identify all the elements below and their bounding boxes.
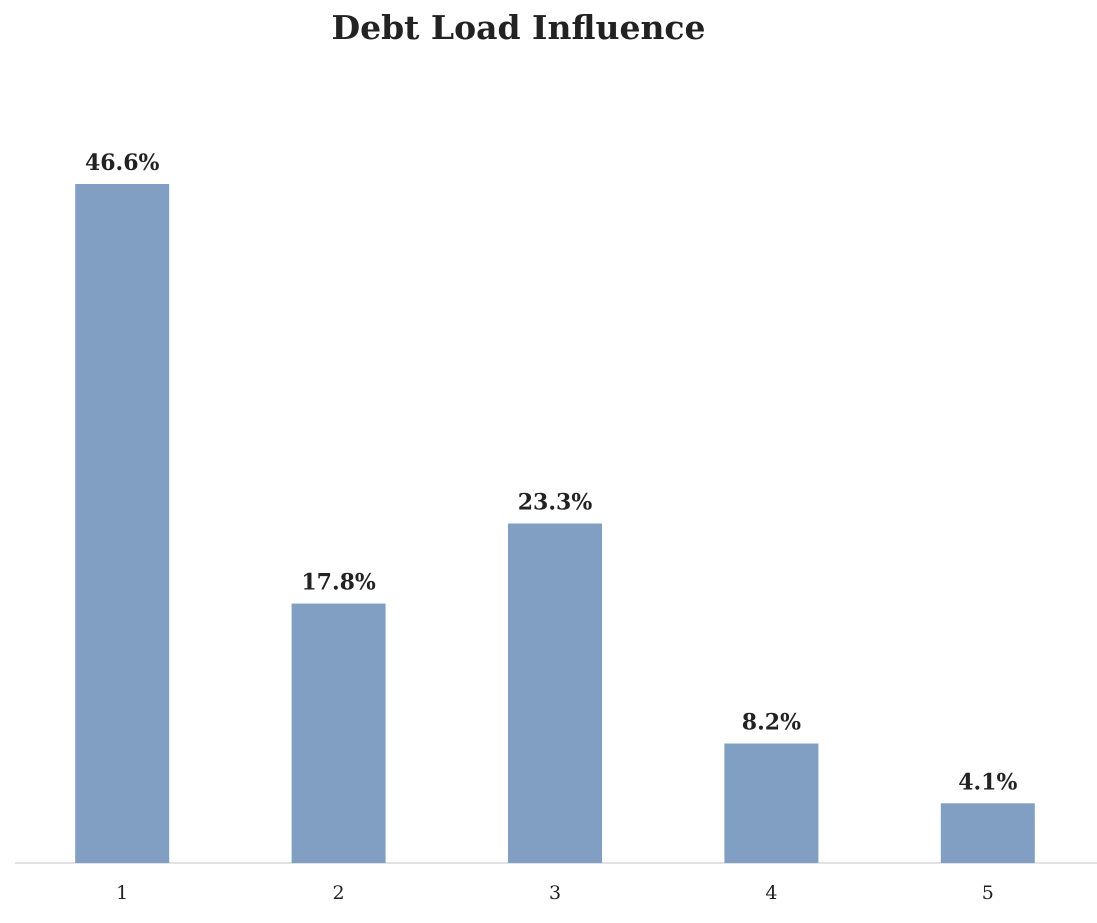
data-label-5: 4.1% xyxy=(958,769,1017,795)
data-label-3: 23.3% xyxy=(518,490,593,516)
x-tick-label-2: 2 xyxy=(333,882,345,904)
chart-title: Debt Load Influence xyxy=(331,8,706,47)
bars-group xyxy=(75,184,1035,863)
data-labels-group: 46.6% 17.8% 23.3% 8.2% 4.1% xyxy=(85,150,1018,795)
data-label-1: 46.6% xyxy=(85,150,160,176)
x-tick-label-4: 4 xyxy=(765,882,777,904)
data-label-4: 8.2% xyxy=(742,710,801,736)
bar-4 xyxy=(724,743,819,863)
bar-5 xyxy=(940,803,1035,863)
bar-3 xyxy=(508,523,602,863)
bar-1 xyxy=(75,184,170,863)
x-tick-label-1: 1 xyxy=(116,882,128,904)
x-tick-label-5: 5 xyxy=(982,882,994,904)
x-tick-labels-group: 1 2 3 4 5 xyxy=(116,882,994,904)
bar-2 xyxy=(291,603,386,863)
x-tick-label-3: 3 xyxy=(549,882,561,904)
data-label-2: 17.8% xyxy=(301,570,376,596)
